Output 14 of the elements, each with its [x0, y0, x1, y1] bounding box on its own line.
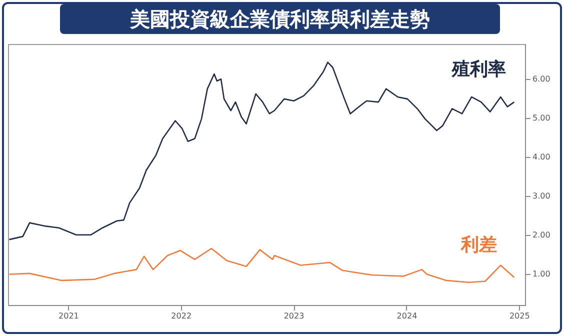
x-tick-label: 2022	[171, 312, 192, 320]
x-tick-label: 2024	[396, 312, 418, 320]
y-tick-label: 2.00	[532, 230, 550, 240]
x-tick-label: 2023	[284, 312, 304, 320]
y-tick-label: 3.00	[532, 191, 550, 200]
y-tick-label: 6.00	[532, 74, 550, 84]
x-tick-label: 2025	[509, 312, 530, 320]
y-tick-label: 1.00	[532, 269, 550, 278]
series-label: 利差	[460, 234, 498, 256]
series-label: 殖利率	[451, 59, 506, 80]
y-tick-label: 5.00	[532, 114, 550, 123]
chart-title: 美國投資級企業債利率與利差走勢	[60, 4, 500, 34]
x-tick-label: 2021	[58, 312, 79, 320]
y-tick-label: 4.00	[532, 152, 550, 162]
